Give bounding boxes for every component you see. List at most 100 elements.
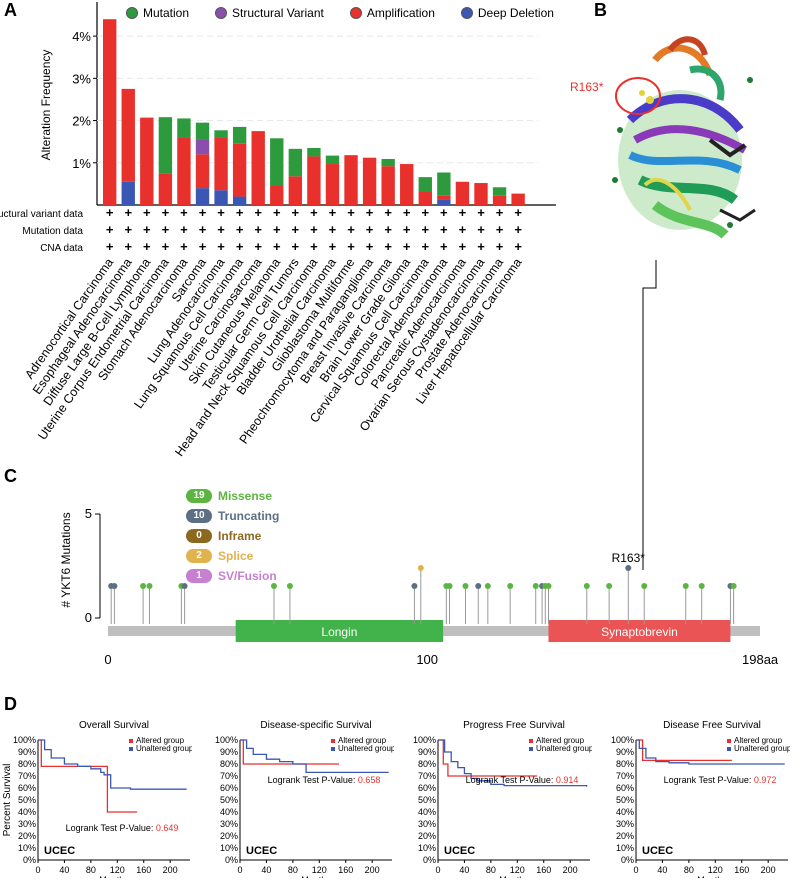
data-availability-mark: + (329, 222, 337, 237)
lollipop-head-missense (286, 583, 293, 589)
data-availability-mark: + (421, 239, 429, 254)
lollipop-head-missense (140, 583, 147, 589)
km-plot-disease-free-survival: Disease Free Survival 100% 90% 80% 70% 60% 50%… (611, 720, 790, 878)
bar-segment-amplification (140, 117, 154, 205)
x-tick-label: 0 (633, 865, 638, 875)
x-tick-label: 160 (734, 865, 749, 875)
domain-synaptobrevin (548, 620, 731, 642)
data-availability-mark: + (162, 222, 170, 237)
data-availability-mark: + (366, 205, 374, 220)
km-legend-label: Altered group (338, 736, 387, 745)
x-axis-label: Months (499, 875, 529, 878)
km-plot-disease-specific-survival: Disease-specific Survival 100% 90% 80% 70% 60… (215, 720, 394, 878)
data-availability-mark: + (106, 222, 114, 237)
y-tick-label: 0 (85, 610, 92, 625)
domain-longin (235, 620, 444, 642)
y-tick-label: 10% (418, 843, 436, 853)
lollipop-head-truncating (111, 583, 118, 589)
data-availability-mark: + (143, 239, 151, 254)
km-curve-altered (636, 739, 732, 762)
km-legend-label: Unaltered group (536, 744, 592, 753)
km-legend-swatch (129, 739, 133, 743)
x-tick-label: 40 (59, 865, 69, 875)
legend-inframe: 0 Inframe (186, 526, 279, 546)
y-tick-label: 80% (616, 759, 634, 769)
km-curve-unaltered (240, 739, 389, 774)
x-tick-label: 80 (86, 865, 96, 875)
legend-item-structural-variant: Structural Variant (215, 6, 324, 20)
x-axis-label: Months (99, 875, 129, 878)
data-availability-mark: + (347, 239, 355, 254)
data-availability-mark: + (440, 205, 448, 220)
data-availability-mark: + (384, 205, 392, 220)
bar-segment-structural-variant (195, 139, 210, 155)
data-availability-mark: + (254, 239, 262, 254)
legend-item-amplification: Amplification (349, 6, 435, 20)
y-tick-label: 90% (616, 747, 634, 757)
x-tick-label: 0 (35, 865, 40, 875)
legend-missense: 19 Missense (186, 486, 279, 506)
data-availability-mark: + (273, 239, 281, 254)
data-availability-mark: + (143, 205, 151, 220)
data-availability-mark: + (329, 205, 337, 220)
splice-label: Splice (218, 549, 254, 563)
bar-segment-deep-deletion (437, 199, 451, 205)
lollipop-head-truncating (411, 583, 418, 589)
bar-segment-mutation (288, 148, 303, 177)
bar-segment-amplification (103, 19, 117, 205)
y-tick-label: 50% (220, 795, 238, 805)
x-tick-label: 0 (104, 652, 111, 667)
data-availability-mark: + (292, 205, 300, 220)
bar-segment-amplification (511, 193, 525, 205)
bar-segment-mutation (437, 172, 451, 196)
y-tick-label: 10% (18, 843, 36, 853)
connector-line (642, 260, 657, 570)
deep-deletion-swatch (460, 7, 473, 19)
cohort-label: UCEC (44, 845, 75, 857)
y-tick-label: 50% (18, 795, 36, 805)
x-tick-label: 160 (136, 865, 151, 875)
x-tick-label: 0 (435, 865, 440, 875)
logrank-pvalue: Logrank Test P-Value: 0.914 (466, 775, 579, 785)
y-tick-label: 90% (418, 747, 436, 757)
y-tick-label: 80% (220, 759, 238, 769)
y-tick-label: 70% (616, 771, 634, 781)
y-tick-label: 4% (72, 29, 91, 44)
lollipop-head-missense (606, 583, 613, 589)
x-tick-label: 120 (312, 865, 327, 875)
sv-fusion-label: SV/Fusion (218, 569, 277, 583)
y-tick-label: 60% (616, 783, 634, 793)
x-tick-label: 160 (338, 865, 353, 875)
data-availability-mark: + (366, 239, 374, 254)
bar-segment-mutation (195, 122, 210, 140)
bar-segment-amplification (270, 186, 284, 205)
bar-segment-mutation (270, 138, 284, 186)
data-availability-mark: + (236, 239, 244, 254)
data-availability-mark: + (403, 239, 411, 254)
pvalue-value: 0.649 (156, 823, 179, 833)
lollipop-head-missense (545, 583, 552, 589)
data-availability-mark: + (477, 222, 485, 237)
data-availability-mark: + (162, 239, 170, 254)
data-availability-mark: + (106, 239, 114, 254)
km-title: Disease-specific Survival (260, 720, 371, 731)
mutation-swatch (126, 7, 138, 19)
data-availability-mark: + (180, 205, 188, 220)
data-availability-mark: + (180, 239, 188, 254)
x-axis-label: Months (697, 875, 727, 878)
domain-label: Longin (321, 625, 357, 639)
pvalue-label: Logrank Test P-Value: (268, 775, 358, 785)
x-tick-label: 80 (684, 865, 694, 875)
data-availability-mark: + (254, 205, 262, 220)
lollipop-head-missense (682, 583, 689, 589)
data-row-label: Mutation data (22, 226, 83, 237)
data-availability-mark: + (124, 222, 132, 237)
km-plot-progress-free-survival: Progress Free Survival 100% 90% 80% 70% 60% 50… (413, 720, 592, 878)
lollipop-head-missense (507, 583, 514, 589)
data-availability-mark: + (421, 222, 429, 237)
data-availability-mark: + (514, 222, 522, 237)
km-legend-label: Altered group (536, 736, 585, 745)
data-availability-mark: + (421, 205, 429, 220)
cohort-label: UCEC (642, 845, 673, 857)
amplification-swatch (349, 7, 362, 19)
